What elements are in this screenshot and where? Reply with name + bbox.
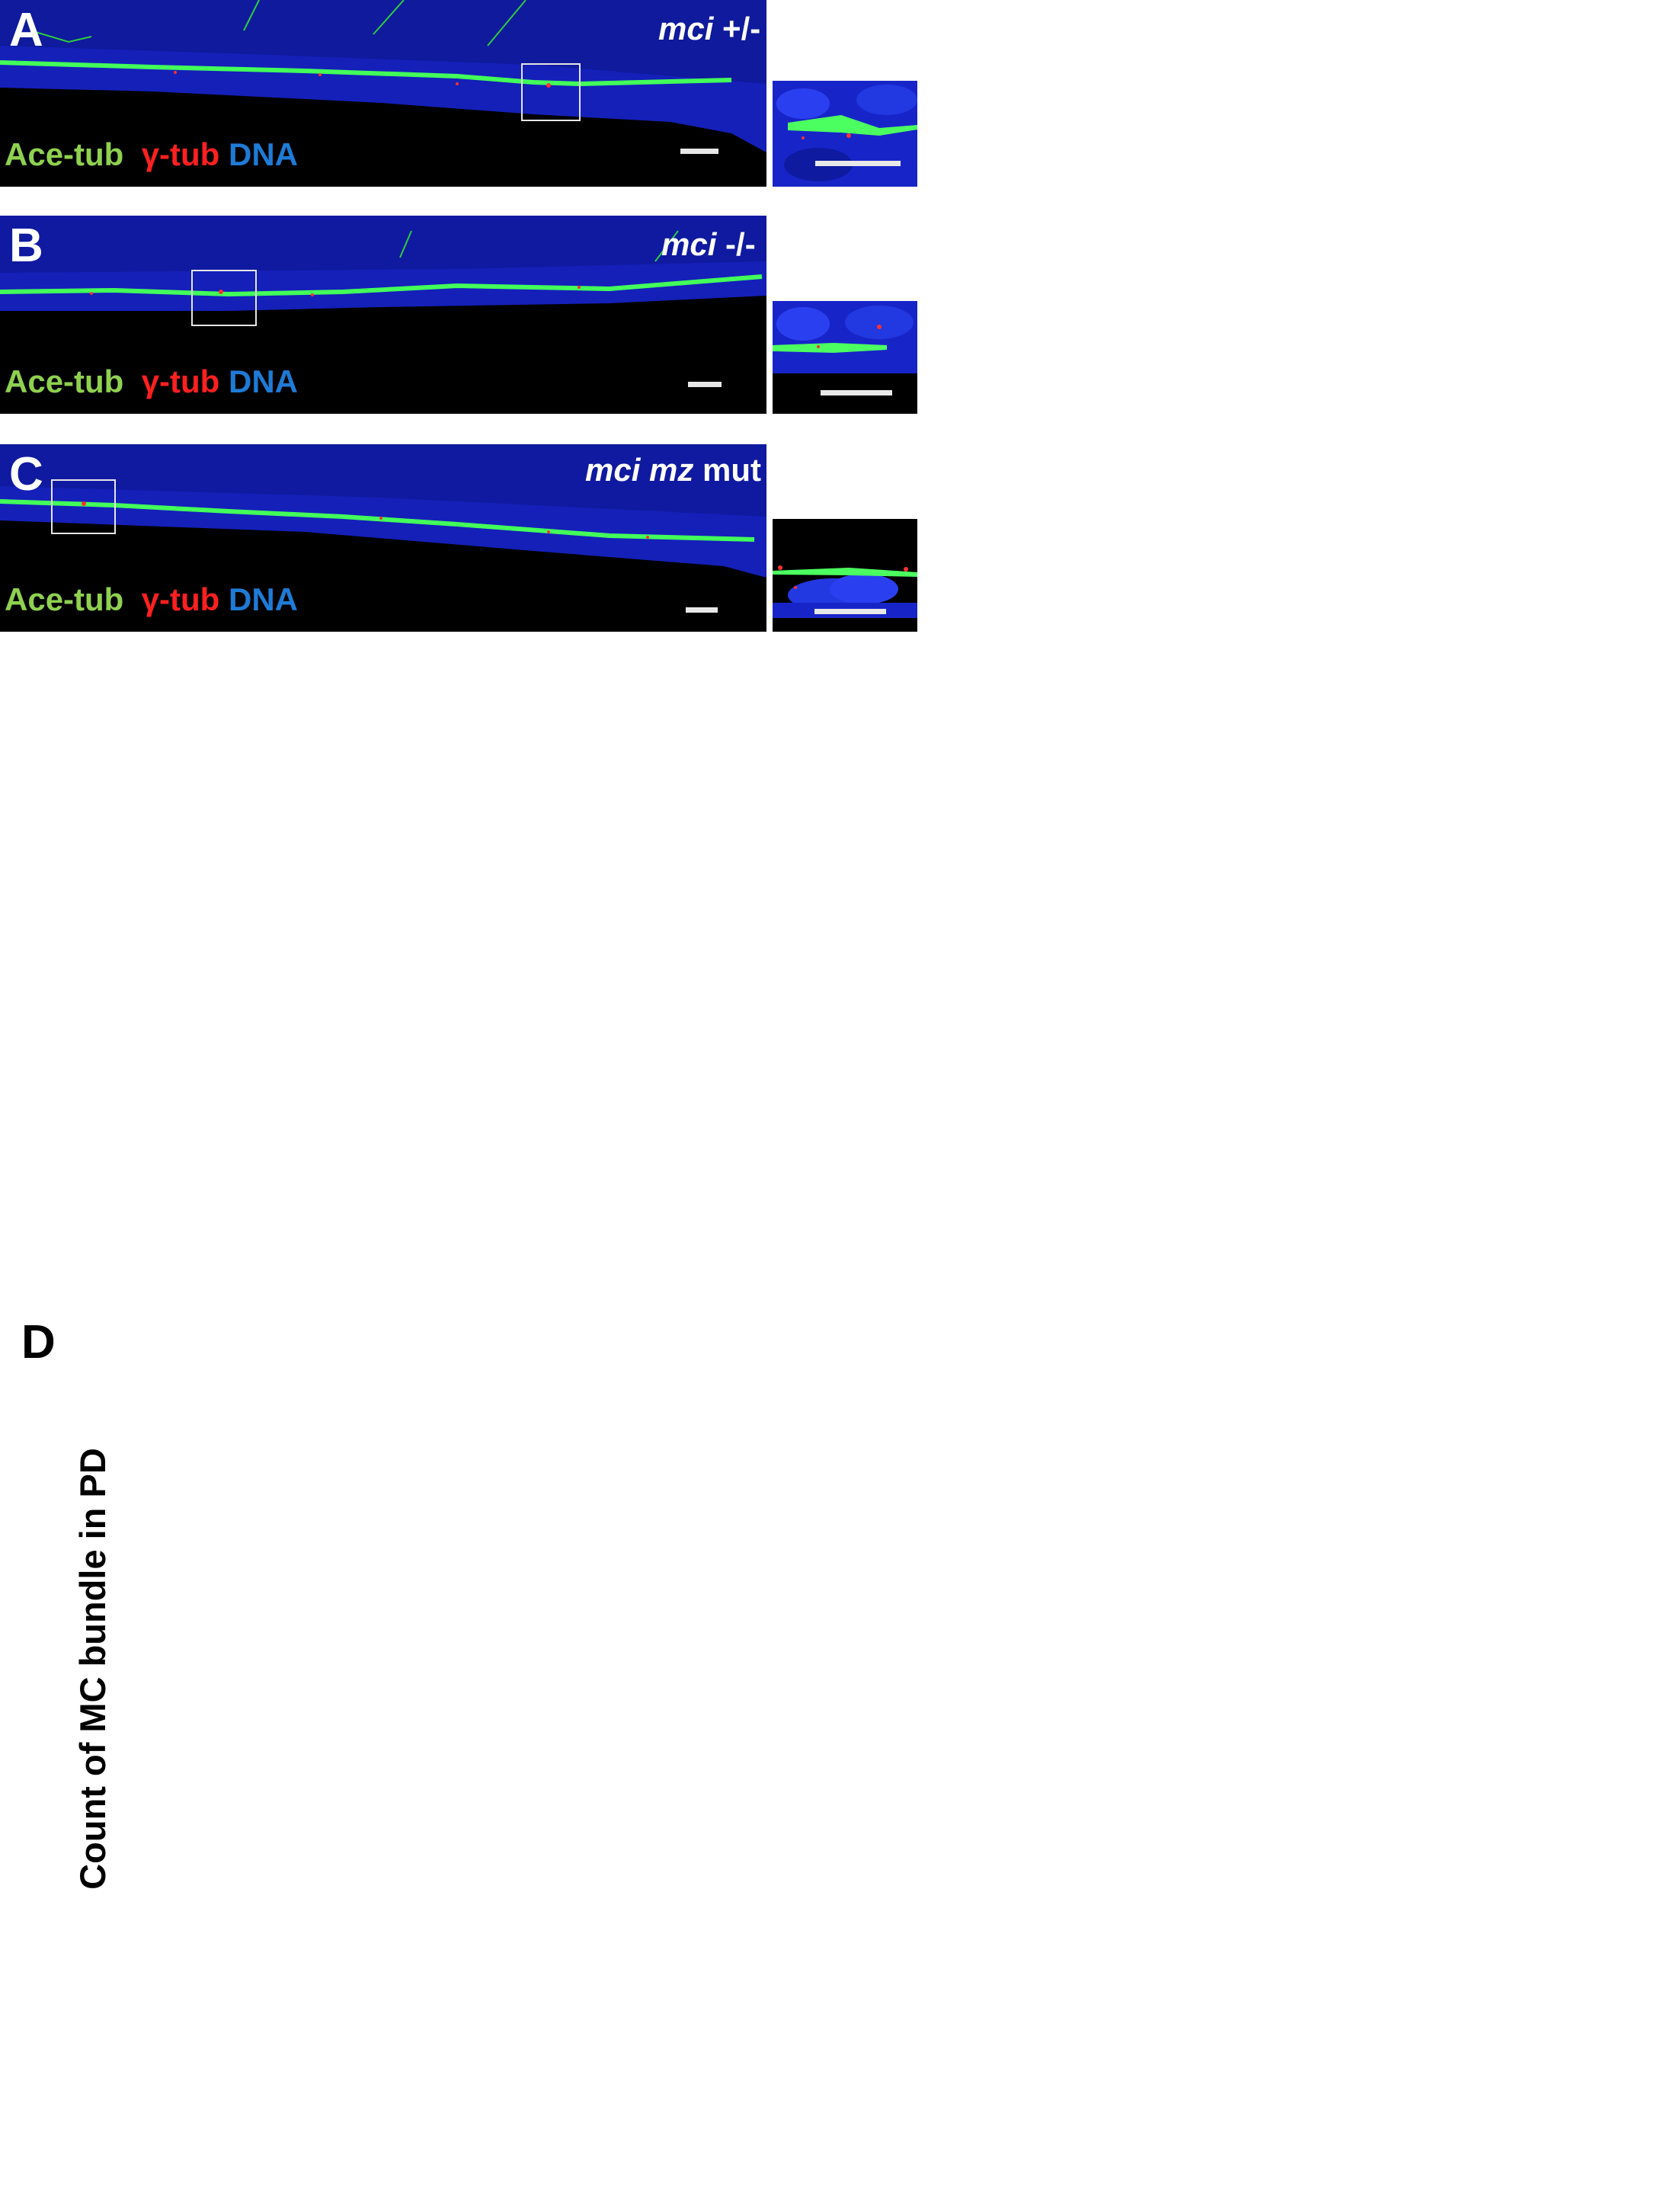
panel-letter-a: A [9,4,43,56]
micrograph-panel-a: A mci +/- Ace-tub γ-tub DNA [0,0,766,187]
panel-letter-b: B [9,219,43,272]
genotype-label-b: mci -/- [661,226,756,263]
stain-blue-b: DNA [229,363,299,399]
inset-image-b [773,301,917,414]
inset-scale-bar-b [821,390,892,395]
genotype-label-a: mci +/- [658,11,760,47]
inset-scale-bar-c [814,609,886,614]
inset-image-a [773,81,917,187]
stain-legend-b: Ace-tub γ-tub DNA [5,363,298,400]
y-axis-label: Count of MC bundle in PD [72,1448,113,1890]
micrograph-image-a [0,0,766,152]
scale-bar-b [688,382,722,387]
roi-box-b [191,270,257,326]
stain-green-b: Ace-tub [5,363,124,399]
stain-red-a: γ-tub [141,136,220,172]
stain-red-c: γ-tub [141,581,220,617]
inset-image-c [773,519,917,632]
micrograph-image-c [0,444,766,578]
stain-blue-c: DNA [229,581,299,617]
inset-panel-b [773,301,917,414]
stain-legend-a: Ace-tub γ-tub DNA [5,136,298,173]
inset-panel-c [773,519,917,632]
genotype-italic-a: mci [658,11,714,46]
roi-box-c [51,479,116,534]
stain-red-b: γ-tub [141,363,220,399]
genotype-rest-c: mut [693,452,762,488]
scale-bar-a [680,149,718,154]
scale-bar-c [686,607,718,613]
genotype-rest-a: +/- [713,11,761,46]
genotype-rest-b: -/- [716,226,756,262]
panel-letter-d: D [21,1316,56,1369]
genotype-italic-c: mci mz [585,452,694,488]
stain-blue-a: DNA [229,136,299,172]
micrograph-panel-c: C mci mz mut Ace-tub γ-tub DNA [0,444,766,632]
roi-box-a [521,63,581,121]
dot-plot-chart: D Count of MC bundle in PD 0510152025 mz… [21,1316,113,1890]
stain-legend-c: Ace-tub γ-tub DNA [5,581,298,618]
inset-panel-a [773,81,917,187]
genotype-label-c: mci mz mut [585,452,761,488]
micrograph-panel-b: B mci -/- Ace-tub γ-tub DNA [0,216,766,414]
stain-green-c: Ace-tub [5,581,124,617]
inset-scale-bar-a [815,161,901,166]
panel-letter-c: C [9,448,43,501]
genotype-italic-b: mci [661,226,717,262]
stain-green-a: Ace-tub [5,136,124,172]
